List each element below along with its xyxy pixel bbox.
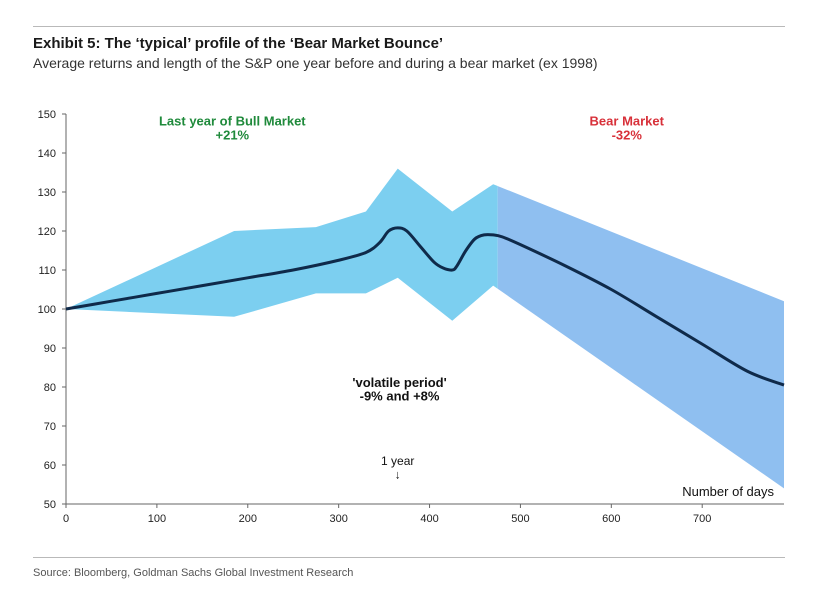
top-rule [33, 26, 785, 27]
annotation-6: 1 year [381, 454, 414, 468]
y-tick-label: 60 [44, 460, 56, 472]
band-bull-region [66, 168, 498, 321]
x-tick-label: 200 [239, 513, 257, 525]
annotation-4: 'volatile period' [352, 375, 446, 390]
x-tick-label: 100 [148, 513, 166, 525]
x-tick-label: 500 [511, 513, 529, 525]
y-tick-label: 70 [44, 421, 56, 433]
x-tick-label: 300 [329, 513, 347, 525]
annotation-1: +21% [216, 127, 250, 142]
x-tick-label: 600 [602, 513, 620, 525]
x-tick-label: 700 [693, 513, 711, 525]
y-tick-label: 150 [38, 109, 56, 121]
y-tick-label: 80 [44, 382, 56, 394]
annotation-2: Bear Market [590, 114, 665, 129]
x-tick-label: 400 [420, 513, 438, 525]
confidence-band [66, 168, 784, 489]
axes: 50 60 70 80 90 100 110 120 130 140 150 0 100 200 300 40… [38, 109, 784, 525]
x-tick-label: 0 [63, 513, 69, 525]
annotation-5: -9% and +8% [360, 389, 440, 404]
annotation-0: Last year of Bull Market [159, 114, 306, 129]
chart-title: Exhibit 5: The ‘typical’ profile of the … [33, 35, 444, 52]
annotations: Last year of Bull Market+21%Bear Market-… [159, 114, 665, 482]
y-tick-label: 120 [38, 226, 56, 238]
y-tick-label: 100 [38, 304, 56, 316]
y-tick-label: 130 [38, 187, 56, 199]
band-bear-region [497, 186, 784, 489]
annotation-3: -32% [612, 127, 643, 142]
chart-subtitle: Average returns and length of the S&P on… [33, 55, 598, 71]
y-tick-label: 110 [38, 265, 56, 277]
y-tick-label: 50 [44, 499, 56, 511]
source-note: Source: Bloomberg, Goldman Sachs Global … [33, 567, 354, 579]
series-line [65, 226, 785, 387]
y-tick-label: 90 [44, 343, 56, 355]
annotation-7: ↓ [395, 468, 401, 482]
x-axis-label: Number of days [682, 484, 774, 499]
bottom-rule [33, 557, 785, 558]
y-tick-label: 140 [38, 148, 56, 160]
